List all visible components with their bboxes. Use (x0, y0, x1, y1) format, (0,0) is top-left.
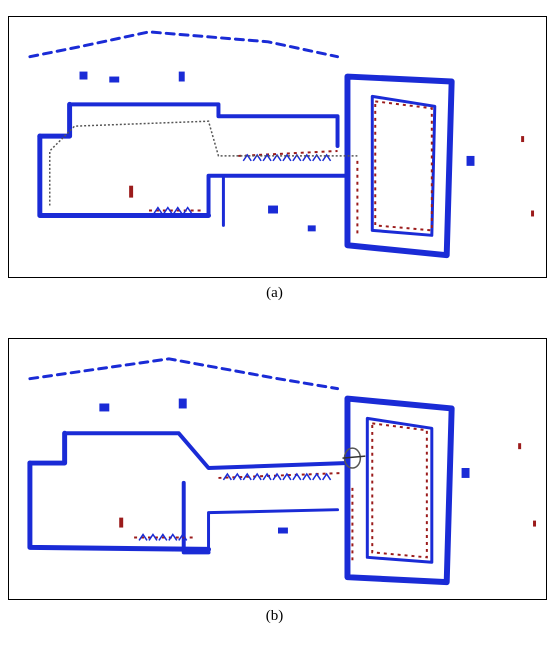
map-b-wall-right-room (344, 395, 455, 586)
map-a-noise (268, 205, 278, 214)
map-a-noise (109, 76, 120, 83)
map-b-noise (178, 398, 187, 409)
map-a-scan-corridor (238, 149, 338, 157)
map-b-wall-corridor (181, 480, 211, 555)
map-b-scan-room (371, 422, 428, 559)
map-panel-a (8, 16, 547, 278)
map-a-noise (531, 210, 535, 217)
map-b-wall-upper (62, 431, 350, 470)
map-a-noise (129, 185, 134, 198)
map-b-noise (99, 403, 110, 412)
map-b-noise (277, 527, 288, 534)
map-panel-b (8, 338, 547, 600)
map-a-noise (79, 71, 88, 80)
map-a-noise (178, 71, 185, 82)
map-a-wall-top (28, 30, 340, 59)
map-a-wall-bottom-left (37, 133, 212, 218)
map-b-chevrons-lower (138, 533, 188, 541)
map-b-wall-top (28, 357, 340, 391)
map-b-wall-bottom-left (27, 460, 212, 552)
map-a-chevrons-lower (153, 206, 193, 214)
map-b-noise (518, 443, 522, 450)
map-a-scan-room (374, 100, 433, 232)
map-a-wall-inner-room (370, 94, 437, 237)
map-b-wall-inner-room (365, 416, 434, 564)
map-a-noise (307, 225, 316, 232)
robot-marker-icon (342, 447, 366, 469)
map-a-wall-right-room (344, 73, 455, 259)
map-b-noise (533, 520, 537, 527)
occupancy-map-b (27, 357, 537, 586)
panel-a-caption: (a) (266, 285, 283, 301)
map-a-wall-left (37, 101, 73, 139)
map-b-chevrons-corridor (222, 472, 332, 481)
map-a-trajectory (49, 120, 358, 206)
map-a-wall-lower (221, 174, 340, 227)
map-a-noise (521, 136, 525, 143)
panel-b-caption: (b) (265, 608, 284, 624)
map-a-noise (466, 155, 475, 166)
map-a-chevrons-corridor (242, 153, 332, 162)
map-b-wall-left (27, 430, 68, 466)
map-b-wall-lower (207, 508, 340, 554)
map-b-noise (119, 517, 124, 528)
map-a-wall-upper (67, 102, 340, 148)
occupancy-map-a (28, 30, 535, 259)
map-b-noise (461, 468, 470, 478)
